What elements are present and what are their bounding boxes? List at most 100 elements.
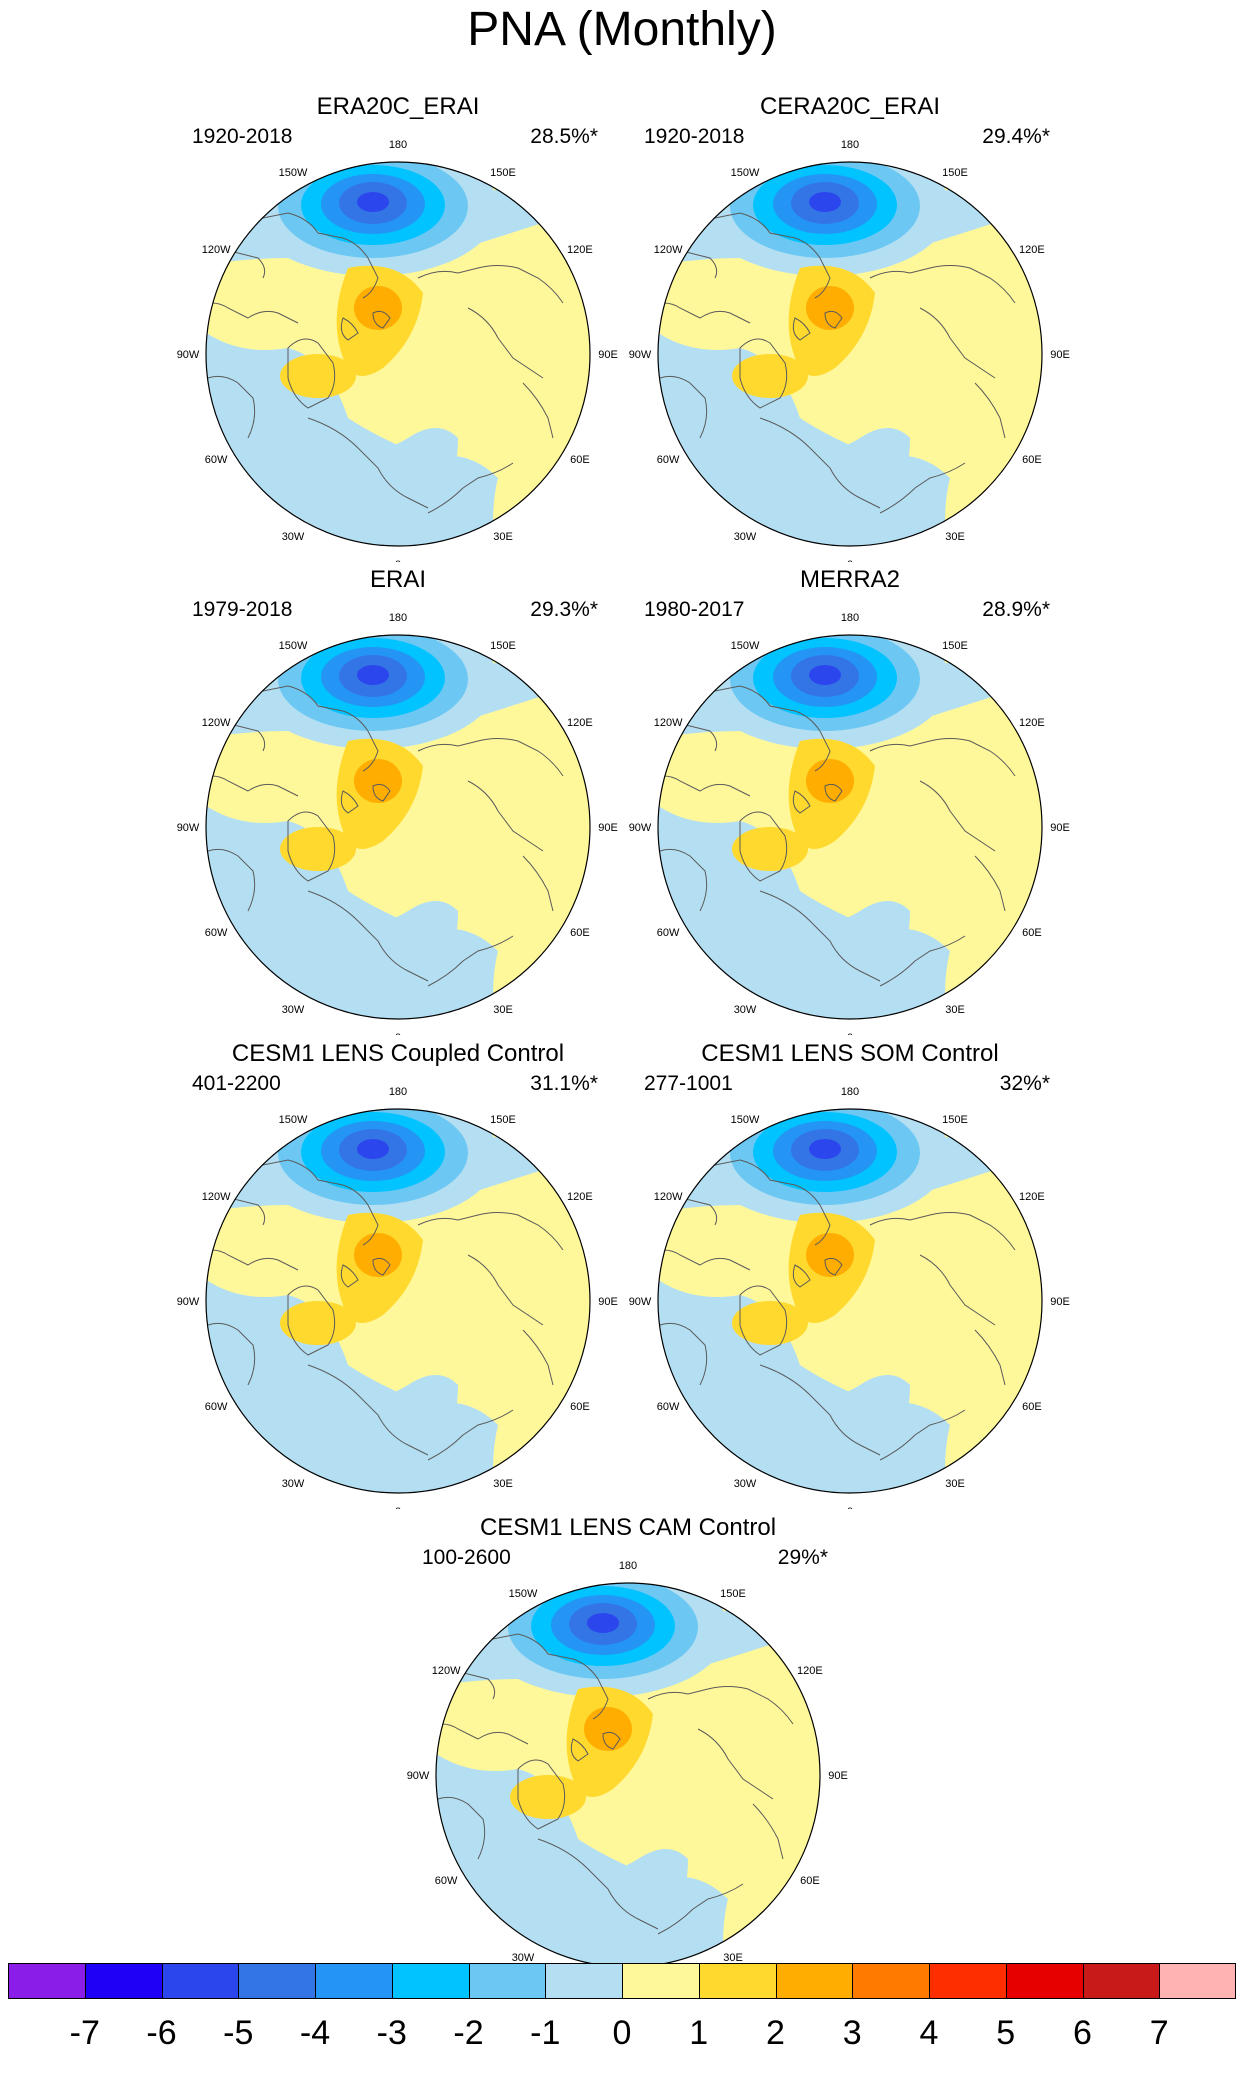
- coastlines: [658, 212, 1016, 514]
- lon-label-w60: 60W: [205, 454, 228, 466]
- panel-title: ERAI: [369, 566, 426, 593]
- contour-fill-pos: [658, 635, 1042, 1019]
- coastline: [869, 738, 1016, 777]
- colorbar-tick-label: 1: [689, 2014, 709, 2052]
- coastline: [659, 375, 708, 439]
- coastline: [340, 790, 359, 814]
- coastline: [206, 775, 299, 797]
- lon-label-e30: 30E: [723, 1952, 743, 1964]
- lon-label-e60: 60E: [570, 454, 590, 466]
- map-boundary: [657, 161, 1043, 547]
- lon-label-w150: 150W: [731, 167, 760, 179]
- lon-label-w120: 120W: [202, 244, 231, 256]
- coastline: [879, 1409, 966, 1461]
- lon-label-e60: 60E: [1022, 454, 1042, 466]
- lon-label-e150: 150E: [942, 1114, 968, 1126]
- lon-label-w120: 120W: [654, 1191, 683, 1203]
- lon-label-z0: 0: [847, 559, 853, 562]
- lon-label-w150: 150W: [279, 1114, 308, 1126]
- map-boundary: [205, 161, 591, 547]
- lon-label-e90: 90E: [1050, 1296, 1070, 1308]
- lon-label-w150: 150W: [279, 640, 308, 652]
- coastline: [919, 780, 996, 852]
- map-boundary: [657, 1108, 1043, 1494]
- panel-cesm1-cam-control: CESM1 LENS CAM Control 100-2600 29%* 180…: [398, 1513, 858, 1983]
- panel-title: CESM1 LENS Coupled Control: [231, 1040, 565, 1067]
- colorbar-box: [391, 1963, 469, 1999]
- coastlines: [206, 685, 564, 987]
- lon-label-w60: 60W: [657, 1401, 680, 1413]
- coastline: [307, 890, 429, 982]
- contour-fill-neg: [357, 1139, 389, 1159]
- colorbar-box: [698, 1963, 776, 1999]
- coastline: [869, 265, 1016, 304]
- coastline: [340, 317, 359, 341]
- panel-years: 1920-2018: [644, 125, 745, 148]
- coastline: [759, 890, 881, 982]
- coastline: [974, 382, 1006, 439]
- coastline: [739, 1285, 788, 1356]
- coastline: [759, 417, 881, 509]
- lon-label-e150: 150E: [720, 1588, 746, 1600]
- figure-title: PNA (Monthly): [467, 3, 777, 56]
- contour-fill-pos: [436, 1583, 820, 1967]
- lon-label-n180: 180: [841, 1086, 859, 1098]
- coastline: [919, 1254, 996, 1326]
- contour-fill-pos: [732, 827, 808, 871]
- lon-label-w150: 150W: [509, 1588, 538, 1600]
- lon-label-w90: 90W: [629, 349, 652, 361]
- panel-variance-percent: 29%*: [777, 1546, 828, 1569]
- colorbar: [8, 1963, 1236, 2003]
- lon-label-w90: 90W: [177, 822, 200, 834]
- colorbar-box: [161, 1963, 239, 1999]
- lon-label-e120: 120E: [797, 1665, 823, 1677]
- lon-label-w30: 30W: [512, 1952, 535, 1964]
- coastline: [522, 1329, 554, 1386]
- contour-fill-pos: [806, 759, 854, 803]
- colorbar-frame: [8, 1963, 1236, 1999]
- coastline: [417, 1212, 564, 1251]
- coastline: [879, 462, 966, 514]
- lon-label-e150: 150E: [490, 640, 516, 652]
- coastline: [759, 1364, 881, 1456]
- coastline: [522, 382, 554, 439]
- contour-fill-neg: [357, 192, 389, 212]
- coastline: [824, 783, 843, 802]
- panel-years: 1979-2018: [192, 598, 293, 621]
- coastline: [372, 783, 391, 802]
- coastline: [658, 775, 751, 797]
- lon-label-n180: 180: [389, 1086, 407, 1098]
- contour-fill-pos: [206, 162, 590, 546]
- field-layer: [206, 1109, 590, 1493]
- contour-fill-pos: [206, 635, 590, 1019]
- coastline: [206, 302, 299, 324]
- coastline: [752, 1803, 784, 1860]
- coastline: [427, 935, 514, 987]
- panel-merra2: MERRA2 1980-2017 28.9%* 180 150E 120E 90E 60…: [620, 565, 1080, 1035]
- coastline: [307, 417, 429, 509]
- coastline: [792, 1264, 811, 1288]
- colorbar-tick-label: 3: [842, 2014, 862, 2052]
- coastline: [792, 317, 811, 341]
- coastline: [417, 738, 564, 777]
- panel-cesm1-coupled-control: CESM1 LENS Coupled Control 401-2200 31.1…: [168, 1039, 628, 1509]
- panel-years: 100-2600: [422, 1546, 511, 1569]
- field-layer: [658, 162, 1042, 546]
- colorbar-tick-label: 7: [1149, 2014, 1169, 2052]
- panel-years: 277-1001: [644, 1072, 733, 1095]
- map-boundary: [205, 634, 591, 1020]
- lon-label-w60: 60W: [205, 1401, 228, 1413]
- colorbar-box: [1082, 1963, 1160, 1999]
- panel-erai: ERAI 1979-2018 29.3%* 180 150E 120E 90E 60E 3…: [168, 565, 628, 1035]
- coastline: [697, 1728, 774, 1800]
- colorbar-box: [8, 1963, 85, 1999]
- lon-label-e30: 30E: [945, 1478, 965, 1490]
- polar-map: 180 150E 120E 90E 60E 30E 0 30W 60W 90W 120W 150W: [629, 139, 1070, 562]
- panel-variance-percent: 28.5%*: [530, 125, 598, 148]
- coastline: [517, 1759, 566, 1830]
- coastline: [287, 811, 336, 882]
- panel-variance-percent: 32%*: [999, 1072, 1050, 1095]
- lon-label-n180: 180: [841, 139, 859, 151]
- colorbar-box: [468, 1963, 546, 1999]
- colorbar-tick-label: 2: [766, 2014, 785, 2052]
